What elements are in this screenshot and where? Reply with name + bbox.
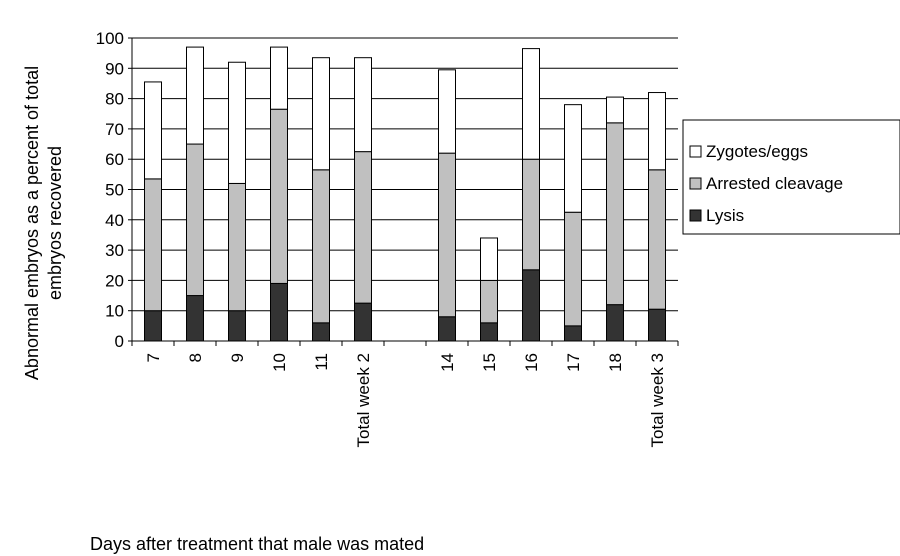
bar-7-lysis	[144, 310, 162, 342]
legend-label-lysis: Lysis	[706, 206, 744, 225]
x-tick-label-total-week-3: Total week 3	[648, 353, 667, 448]
bar-18-zygotes-eggs	[606, 96, 624, 124]
y-tick-label-20: 20	[105, 271, 124, 290]
bar-14-zygotes-eggs	[438, 69, 456, 154]
x-tick-label-7: 7	[144, 353, 163, 362]
bar-11-arrested-cleavage	[312, 169, 330, 324]
bar-total-week-2-lysis	[354, 302, 372, 342]
bar-total-week-3-arrested-cleavage	[648, 169, 666, 310]
x-tick-label-11: 11	[312, 353, 331, 371]
bar-11-zygotes-eggs	[312, 57, 330, 171]
bar-7-arrested-cleavage	[144, 178, 162, 312]
legend-swatch-arrested-cleavage	[689, 177, 702, 190]
bar-10-arrested-cleavage	[270, 108, 288, 284]
y-tick-label-70: 70	[105, 120, 124, 139]
bar-total-week-3-lysis	[648, 308, 666, 342]
y-tick-label-0: 0	[115, 332, 124, 351]
legend: Zygotes/eggs Arrested cleavage Lysis	[682, 119, 900, 235]
bar-17-lysis	[564, 325, 582, 342]
bar-17-arrested-cleavage	[564, 211, 582, 327]
x-tick-labels: 7 8 9 10 11 Total week 2 14 15 16 17 18 Total week …	[144, 353, 667, 448]
y-tick-labels: 0 10 20 30 40 50 60 70 80 90 100	[96, 29, 124, 351]
x-tick-label-14: 14	[438, 353, 457, 372]
y-tick-label-50: 50	[105, 181, 124, 200]
axes	[128, 37, 679, 346]
bar-8-lysis	[186, 295, 204, 342]
y-tick-label-60: 60	[105, 150, 124, 169]
bars	[144, 46, 666, 342]
legend-box	[682, 119, 900, 235]
bar-18-lysis	[606, 304, 624, 342]
y-tick-label-90: 90	[105, 59, 124, 78]
x-tick-label-10: 10	[270, 353, 289, 372]
bar-16-arrested-cleavage	[522, 158, 540, 271]
y-tick-label-80: 80	[105, 90, 124, 109]
bar-14-arrested-cleavage	[438, 152, 456, 318]
x-tick-label-17: 17	[564, 353, 583, 372]
y-tick-label-100: 100	[96, 29, 124, 48]
bar-11-lysis	[312, 322, 330, 342]
x-tick-label-15: 15	[480, 353, 499, 372]
x-axis-title: Days after treatment that male was mated	[90, 534, 424, 554]
bar-16-lysis	[522, 269, 540, 342]
bar-total-week-2-zygotes-eggs	[354, 57, 372, 153]
bar-8-arrested-cleavage	[186, 143, 204, 297]
bar-8-zygotes-eggs	[186, 46, 204, 145]
bar-18-arrested-cleavage	[606, 122, 624, 306]
bar-7-zygotes-eggs	[144, 81, 162, 180]
bar-17-zygotes-eggs	[564, 104, 582, 213]
y-tick-label-40: 40	[105, 211, 124, 230]
bar-15-lysis	[480, 322, 498, 342]
bar-total-week-3-zygotes-eggs	[648, 92, 666, 171]
bar-9-zygotes-eggs	[228, 61, 246, 184]
bar-14-lysis	[438, 316, 456, 342]
legend-swatch-lysis	[689, 209, 702, 222]
y-axis-title-line-1: Abnormal embryos as a percent of total	[22, 66, 42, 380]
legend-label-arrested-cleavage: Arrested cleavage	[706, 174, 843, 193]
gridlines	[132, 37, 678, 312]
bar-10-lysis	[270, 282, 288, 342]
x-tick-label-9: 9	[228, 353, 247, 362]
bar-9-lysis	[228, 310, 246, 342]
bar-9-arrested-cleavage	[228, 182, 246, 312]
y-tick-label-10: 10	[105, 302, 124, 321]
legend-swatch-zygotes-eggs	[689, 145, 702, 158]
x-tick-label-total-week-2: Total week 2	[354, 353, 373, 448]
y-tick-label-30: 30	[105, 241, 124, 260]
bar-15-zygotes-eggs	[480, 237, 498, 281]
y-axis-title-line-2: embryos recovered	[45, 146, 65, 300]
bar-10-zygotes-eggs	[270, 46, 288, 110]
x-tick-label-18: 18	[606, 353, 625, 372]
bar-total-week-2-arrested-cleavage	[354, 151, 372, 304]
bar-16-zygotes-eggs	[522, 48, 540, 160]
y-axis-title: Abnormal embryos as a percent of total e…	[22, 66, 65, 380]
x-tick-label-8: 8	[186, 353, 205, 362]
legend-label-zygotes-eggs: Zygotes/eggs	[706, 142, 808, 161]
x-tick-label-16: 16	[522, 353, 541, 372]
bar-15-arrested-cleavage	[480, 279, 498, 324]
